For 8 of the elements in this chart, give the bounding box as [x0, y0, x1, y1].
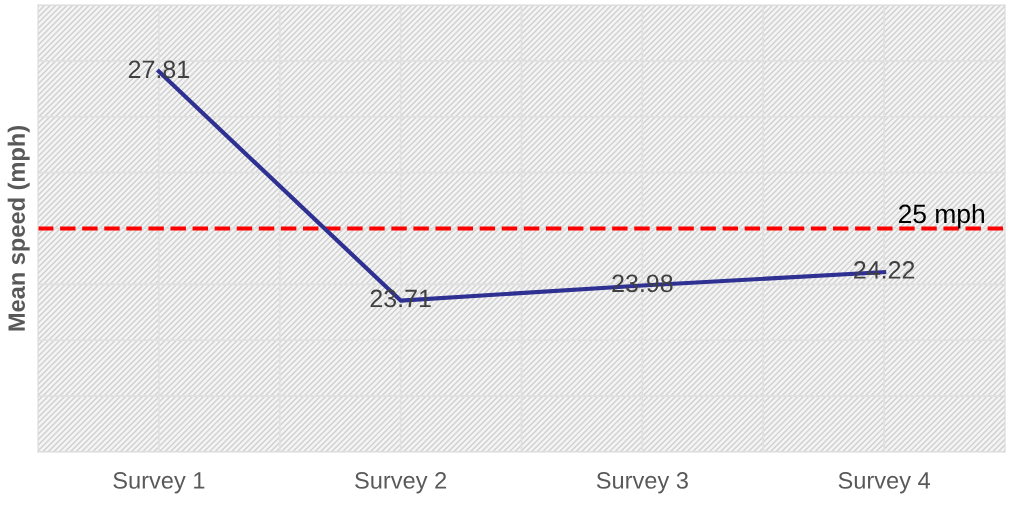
x-tick-label: Survey 2 — [355, 472, 447, 494]
data-label: 24.22 — [854, 261, 915, 279]
x-tick-label: Survey 3 — [596, 472, 688, 494]
x-tick-label: Survey 4 — [838, 472, 931, 494]
data-label: 27.81 — [128, 60, 189, 79]
ref-line-label: 25 mph — [898, 203, 984, 229]
x-tick-label: Survey 1 — [113, 472, 205, 494]
y-axis-title: Mean speed (mph) — [7, 126, 30, 331]
